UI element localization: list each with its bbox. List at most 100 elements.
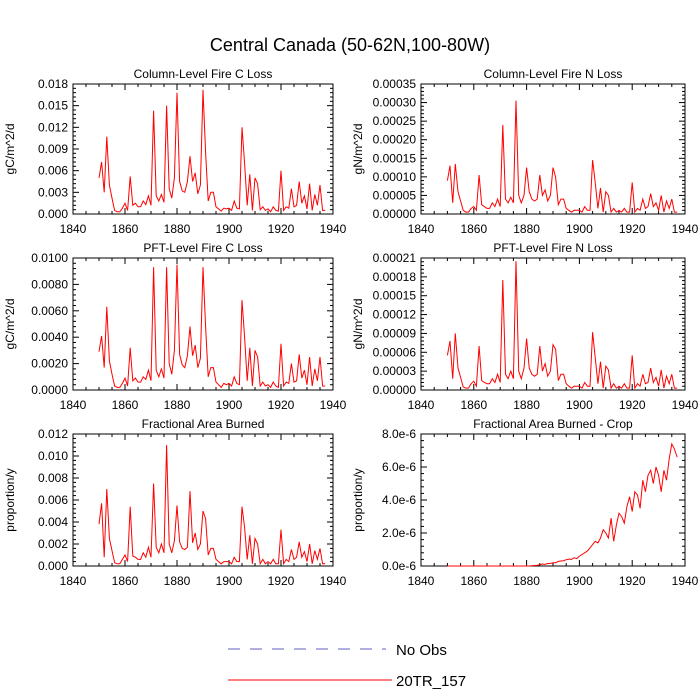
x-tick-label: 1920 (619, 398, 646, 412)
panel-title: PFT-Level Fire N Loss (493, 241, 612, 255)
x-tick-label: 1880 (164, 574, 191, 588)
plot-frame (72, 433, 334, 567)
x-tick-label: 1860 (460, 222, 487, 236)
y-tick-label: 0.00000 (373, 383, 417, 397)
chart-panel-1: Column-Level Fire C Loss gC/m^2/d 1840 1860… (3, 67, 347, 236)
chart-panel-3: PFT-Level Fire C Loss gC/m^2/d 1840 1860 188… (3, 241, 347, 412)
y-tick-label: 0.015 (38, 99, 68, 113)
x-tick-label: 1900 (216, 398, 243, 412)
panels: Column-Level Fire C Loss gC/m^2/d 1840 1860… (3, 67, 699, 588)
plot-frame (420, 83, 686, 215)
y-tick-label: 4.0e-6 (382, 493, 416, 507)
panel-title: Column-Level Fire C Loss (134, 67, 273, 81)
x-tick-label: 1900 (216, 222, 243, 236)
y-tick-label: 0.012 (38, 120, 68, 134)
y-tick-label: 6.0e-6 (382, 460, 416, 474)
legend-label-no-obs: No Obs (396, 642, 447, 659)
y-tick-label: 0.000 (38, 207, 68, 221)
y-tick-label: 0.00010 (373, 170, 417, 184)
x-tick-label: 1920 (268, 398, 295, 412)
x-tick-label: 1860 (112, 222, 139, 236)
y-tick-label: 0.018 (38, 77, 68, 91)
y-tick-label: 0.008 (38, 471, 68, 485)
x-tick-label: 1900 (216, 574, 243, 588)
y-tick-label: 0.0060 (31, 304, 68, 318)
x-tick-label: 1840 (408, 222, 435, 236)
y-tick-label: 0.00015 (373, 289, 417, 303)
chart-panel-5: Fractional Area Burned proportion/y 1840 18… (3, 417, 347, 588)
y-tick-label: 0.0000 (31, 383, 68, 397)
y-tick-label: 0.0040 (31, 330, 68, 344)
x-tick-label: 1920 (268, 222, 295, 236)
y-tick-label: 0.000 (38, 559, 68, 573)
legend: No Obs 20TR_157 (228, 642, 466, 690)
y-axis-label: proportion/y (351, 468, 365, 531)
x-tick-label: 1920 (268, 574, 295, 588)
series-line-20tr-157 (446, 261, 678, 390)
y-tick-label: 0.0020 (31, 357, 68, 371)
figure-title: Central Canada (50-62N,100-80W) (210, 35, 490, 55)
x-tick-label: 1940 (320, 398, 347, 412)
y-tick-label: 0.0100 (31, 251, 68, 265)
y-tick-label: 0.0e-6 (382, 559, 416, 573)
y-tick-label: 0.00006 (373, 345, 417, 359)
y-tick-label: 0.006 (38, 164, 68, 178)
x-tick-label: 1940 (672, 574, 699, 588)
x-tick-label: 1880 (513, 574, 540, 588)
x-tick-label: 1880 (513, 222, 540, 236)
y-tick-label: 0.004 (38, 515, 68, 529)
x-tick-label: 1920 (619, 574, 646, 588)
x-tick-label: 1860 (460, 398, 487, 412)
x-tick-label: 1940 (320, 574, 347, 588)
panel-title: Fractional Area Burned (142, 417, 265, 431)
panel-title: Column-Level Fire N Loss (484, 67, 623, 81)
x-tick-label: 1840 (60, 222, 87, 236)
x-tick-label: 1880 (164, 398, 191, 412)
x-tick-label: 1840 (408, 574, 435, 588)
y-tick-label: 0.009 (38, 142, 68, 156)
chart-panel-4: PFT-Level Fire N Loss gN/m^2/d 1840 1860 188… (351, 241, 699, 412)
series-line-20tr-157 (98, 264, 326, 389)
y-tick-label: 0.010 (38, 449, 68, 463)
series-line-20tr-157 (447, 442, 678, 567)
y-tick-label: 8.0e-6 (382, 427, 416, 441)
x-tick-label: 1940 (320, 222, 347, 236)
x-tick-label: 1900 (566, 574, 593, 588)
y-tick-label: 0.00015 (373, 151, 417, 165)
y-tick-label: 0.00035 (373, 77, 417, 91)
x-tick-label: 1860 (112, 574, 139, 588)
y-tick-label: 0.00005 (373, 188, 417, 202)
x-tick-label: 1840 (408, 398, 435, 412)
y-tick-label: 0.00000 (373, 207, 417, 221)
y-axis-label: proportion/y (3, 468, 17, 531)
panel-title: Fractional Area Burned - Crop (473, 417, 633, 431)
x-tick-label: 1900 (566, 398, 593, 412)
x-tick-label: 1880 (164, 222, 191, 236)
y-tick-label: 0.00012 (373, 308, 417, 322)
y-tick-label: 0.0080 (31, 277, 68, 291)
y-tick-label: 0.006 (38, 493, 68, 507)
x-tick-label: 1840 (60, 574, 87, 588)
y-tick-label: 0.00025 (373, 114, 417, 128)
plot-frame (420, 257, 686, 391)
y-tick-label: 0.003 (38, 185, 68, 199)
y-tick-label: 0.00018 (373, 270, 417, 284)
panel-title: PFT-Level Fire C Loss (143, 241, 262, 255)
y-tick-label: 0.012 (38, 427, 68, 441)
x-tick-label: 1860 (460, 574, 487, 588)
chart-panel-6: Fractional Area Burned - Crop proportion/… (351, 417, 699, 588)
y-tick-label: 2.0e-6 (382, 526, 416, 540)
x-tick-label: 1940 (672, 222, 699, 236)
legend-label-20tr-157: 20TR_157 (396, 673, 466, 690)
x-tick-label: 1900 (566, 222, 593, 236)
y-axis-label: gC/m^2/d (3, 299, 17, 350)
y-tick-label: 0.00009 (373, 326, 417, 340)
x-tick-label: 1940 (672, 398, 699, 412)
y-axis-label: gC/m^2/d (3, 124, 17, 175)
y-tick-label: 0.00021 (373, 251, 417, 265)
y-axis-label: gN/m^2/d (351, 124, 365, 175)
chart-panel-2: Column-Level Fire N Loss gN/m^2/d 1840 1860… (351, 67, 699, 236)
series-line-20tr-157 (98, 444, 326, 566)
series-line-20tr-157 (446, 100, 678, 214)
y-tick-label: 0.00003 (373, 364, 417, 378)
